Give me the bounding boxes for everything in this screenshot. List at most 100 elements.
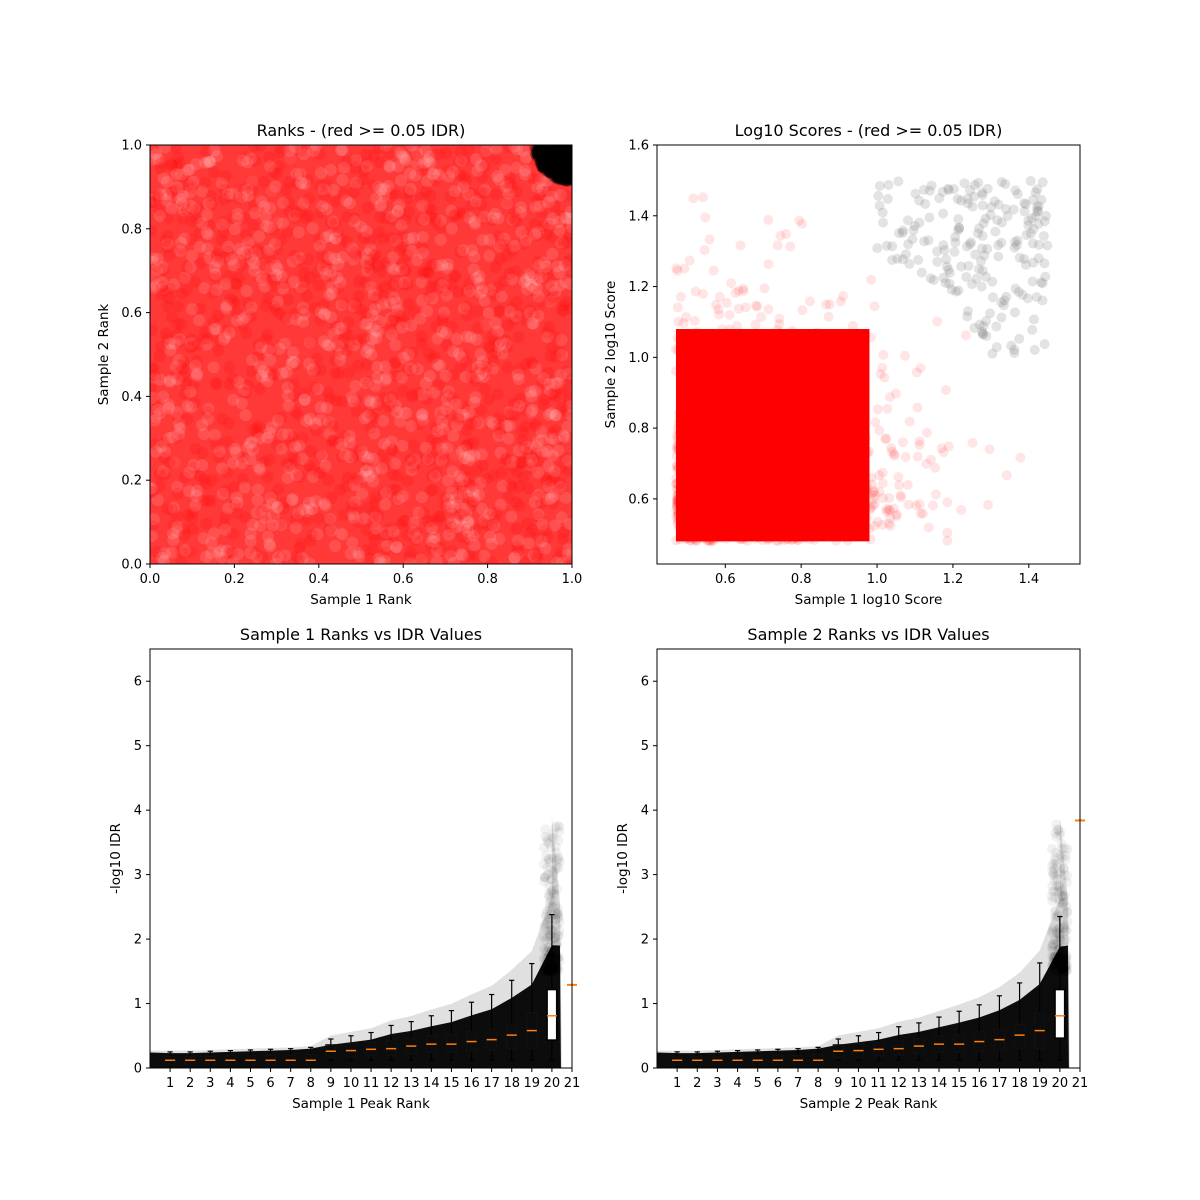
red-point (460, 502, 473, 515)
black-point (543, 150, 554, 161)
texture-point (309, 495, 322, 508)
red-point (455, 531, 468, 544)
texture-point (307, 470, 320, 483)
texture-point (458, 443, 471, 456)
texture-point (264, 202, 277, 215)
red-point (861, 432, 872, 443)
black-point (562, 145, 572, 154)
red-point (424, 542, 437, 555)
red-point (834, 463, 845, 474)
texture-point (338, 448, 351, 461)
red-point (897, 437, 908, 448)
black-point (562, 146, 572, 157)
texture-point (335, 322, 348, 335)
black-point (566, 164, 572, 175)
gray-point (973, 228, 984, 239)
red-point (351, 334, 364, 347)
texture-point (490, 145, 503, 155)
red-point (861, 512, 872, 523)
red-point (239, 150, 252, 163)
red-point (688, 519, 699, 530)
red-point (341, 471, 354, 484)
red-point (200, 517, 213, 530)
texture-point (332, 339, 345, 352)
red-point (310, 424, 323, 437)
red-point (178, 387, 191, 400)
red-point (730, 445, 741, 456)
texture-point (391, 277, 404, 290)
texture-point (474, 476, 487, 489)
red-point (834, 507, 845, 518)
red-point (983, 499, 994, 510)
texture-point (320, 338, 333, 351)
black-point (561, 145, 572, 155)
red-point (849, 507, 860, 518)
texture-point (541, 445, 554, 458)
black-point (563, 145, 572, 152)
red-point (541, 228, 554, 241)
black-point (536, 149, 547, 160)
texture-point (553, 224, 566, 237)
red-point (853, 375, 864, 386)
red-point (401, 408, 414, 421)
texture-point (443, 500, 456, 513)
red-point (290, 177, 303, 190)
texture-point (318, 308, 331, 321)
texture-point (242, 236, 255, 249)
texture-point (488, 519, 501, 532)
red-point (967, 437, 978, 448)
red-point (810, 343, 821, 354)
red-point (526, 284, 539, 297)
texture-point (442, 529, 455, 542)
red-point (444, 190, 457, 203)
red-point (751, 508, 762, 519)
red-point (781, 229, 792, 240)
red-point (424, 280, 437, 293)
red-point (349, 300, 362, 313)
texture-point (561, 420, 572, 433)
red-point (751, 425, 762, 436)
red-point (510, 522, 523, 535)
red-point (275, 233, 288, 246)
black-point (545, 161, 556, 172)
red-point (706, 534, 717, 545)
black-point (558, 163, 569, 174)
red-point (821, 430, 832, 441)
texture-point (527, 317, 540, 330)
red-point (458, 154, 471, 167)
texture-point (525, 271, 538, 284)
black-point (551, 163, 562, 174)
texture-point (150, 371, 160, 384)
red-point (425, 454, 438, 467)
texture-point (236, 247, 249, 260)
texture-point (538, 256, 551, 269)
x-tick-label: 1 (166, 1076, 174, 1091)
gray-point (965, 239, 976, 250)
red-point (510, 496, 523, 509)
black-point (561, 153, 572, 164)
red-point (247, 423, 260, 436)
red-point (527, 172, 540, 185)
red-point (184, 341, 197, 354)
black-point (554, 151, 565, 162)
red-point (436, 428, 449, 441)
texture-point (244, 547, 257, 560)
red-point (671, 484, 682, 495)
red-point (350, 393, 363, 406)
black-point (546, 159, 557, 170)
red-point (486, 330, 499, 343)
black-point (559, 160, 570, 171)
texture-point (395, 219, 408, 232)
red-point (547, 472, 560, 485)
red-point (734, 533, 745, 544)
texture-point (205, 552, 218, 564)
red-point (154, 288, 167, 301)
red-point (794, 410, 805, 421)
red-point (314, 466, 327, 479)
chart-title: Log10 Scores - (red >= 0.05 IDR) (735, 121, 1003, 140)
red-point (540, 475, 553, 488)
black-point (563, 164, 572, 175)
red-point (862, 447, 873, 458)
red-point (445, 320, 458, 333)
texture-point (361, 248, 374, 261)
